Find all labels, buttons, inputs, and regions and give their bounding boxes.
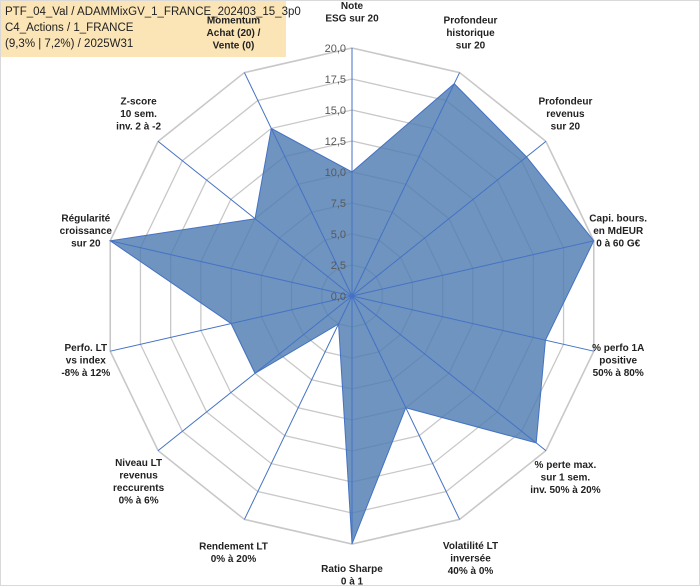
tick-label: 17,5 <box>325 74 346 86</box>
axis-label-line: Rendement LT <box>199 542 268 553</box>
axis-label: Note ESG sur 20 <box>325 1 379 25</box>
axis-spoke <box>110 240 353 297</box>
axis-label-line: Z-score <box>121 96 158 107</box>
tick-label: 15,0 <box>325 105 346 117</box>
axis-label-line: vs index <box>66 356 106 367</box>
axis-spoke <box>243 72 353 297</box>
axis-label: Volatilité LT inversée 40% à 0% <box>443 541 498 577</box>
tick-label: 0,0 <box>331 291 346 303</box>
axis-label-line: historique <box>446 28 495 39</box>
axis-label-line: revenus <box>546 109 585 120</box>
axis-label-line: % perfo 1A <box>592 343 644 354</box>
portfolio-title-line-1: PTF_04_Val / ADAMMixGV_1_FRANCE_202403_1… <box>5 6 301 18</box>
axis-spoke <box>351 72 461 297</box>
axis-label-line: sur 20 <box>456 40 486 51</box>
axis-label: Ratio Sharpe 0 à 1 <box>321 564 383 586</box>
axis-label: % perfo 1A positive 50% à 80% <box>592 343 644 379</box>
axis-label-line: Régularité <box>61 213 110 224</box>
axis-label-line: inv. 2 à -2 <box>116 121 161 132</box>
axis-label-line: revenus <box>119 470 158 481</box>
tick-label: 7,5 <box>331 198 346 210</box>
axis-label-line: Profondeur <box>538 96 592 107</box>
tick-label: 10,0 <box>325 167 346 179</box>
portfolio-title-box: PTF_04_Val / ADAMMixGV_1_FRANCE_202403_1… <box>1 1 301 57</box>
axis-label-line: Profondeur <box>444 15 498 26</box>
axis-label-line: croissance <box>60 226 113 237</box>
axis-spoke <box>351 295 547 452</box>
axis-spoke <box>351 140 547 297</box>
axis-label-line: Note <box>341 1 364 12</box>
axis-label-line: reccurents <box>113 483 165 494</box>
axis-spoke <box>351 240 594 297</box>
portfolio-title-line-2: C4_Actions / 1_FRANCE <box>5 22 134 34</box>
radar-axis-labels: Note ESG sur 20 Profondeur historique sur 20… <box>60 1 648 586</box>
axis-label-line: sur 1 sem. <box>541 473 591 484</box>
axis-label: Capi. bours. en MdEUR 0 à 60 G€ <box>589 213 647 249</box>
axis-label-line: 0% à 20% <box>211 554 257 565</box>
axis-label: Niveau LT revenus reccurents 0% à 6% <box>113 458 165 507</box>
axis-label: Profondeur historique sur 20 <box>444 15 498 51</box>
axis-label-line: 40% à 0% <box>448 566 494 577</box>
axis-label-line: inv. 50% à 20% <box>530 485 601 496</box>
portfolio-title-line-3: (9,3% | 7,2%) / 2025W31 <box>5 38 134 50</box>
axis-label: Profondeur revenus sur 20 <box>538 96 592 132</box>
axis-label-line: positive <box>599 356 637 367</box>
axis-label: Momentum Achat (20) / Vente (0) <box>207 15 261 51</box>
tick-label: 20,0 <box>325 43 346 55</box>
axis-label: Régularité croissance sur 20 <box>60 213 113 249</box>
axis-label-line: inversée <box>450 554 491 565</box>
radar-tick-labels: 0,0 2,5 5,0 7,5 10,0 12,5 15,0 17,5 20,0 <box>325 43 346 303</box>
axis-label-line: ESG sur 20 <box>325 14 379 25</box>
axis-label-line: Niveau LT <box>115 458 162 469</box>
axis-label-line: -8% à 12% <box>61 368 110 379</box>
axis-label: Perfo. LT vs index -8% à 12% <box>61 343 110 379</box>
axis-label-line: 0 à 60 G€ <box>596 238 640 249</box>
axis-label-line: 0% à 6% <box>119 495 159 506</box>
axis-label-line: Vente (0) <box>213 40 255 51</box>
tick-label: 12,5 <box>325 136 346 148</box>
axis-label-line: Perfo. LT <box>65 343 108 354</box>
axis-label-line: Volatilité LT <box>443 541 498 552</box>
axis-spoke <box>110 295 353 352</box>
axis-label-line: Achat (20) / <box>207 28 261 39</box>
axis-spoke <box>351 295 461 520</box>
axis-label: Rendement LT 0% à 20% <box>199 542 268 566</box>
axis-label-line: Momentum <box>207 15 260 26</box>
axis-label-line: 10 sem. <box>120 109 157 120</box>
axis-label-line: 50% à 80% <box>593 368 644 379</box>
axis-spoke <box>243 295 353 520</box>
axis-spoke <box>351 295 594 352</box>
axis-label-line: Ratio Sharpe <box>321 564 383 575</box>
tick-label: 5,0 <box>331 229 346 241</box>
axis-label-line: 0 à 1 <box>341 577 364 586</box>
radar-spokes <box>110 48 594 544</box>
axis-spoke <box>157 140 353 297</box>
axis-label: Z-score 10 sem. inv. 2 à -2 <box>116 96 161 132</box>
axis-label-line: sur 20 <box>551 121 581 132</box>
axis-label-line: Capi. bours. <box>589 213 647 224</box>
axis-spoke <box>157 295 353 452</box>
axis-label-line: sur 20 <box>71 238 101 249</box>
tick-label: 2,5 <box>331 260 346 272</box>
axis-label-line: % perte max. <box>535 460 597 471</box>
axis-label-line: en MdEUR <box>593 226 644 237</box>
axis-label: % perte max. sur 1 sem. inv. 50% à 20% <box>530 460 601 496</box>
